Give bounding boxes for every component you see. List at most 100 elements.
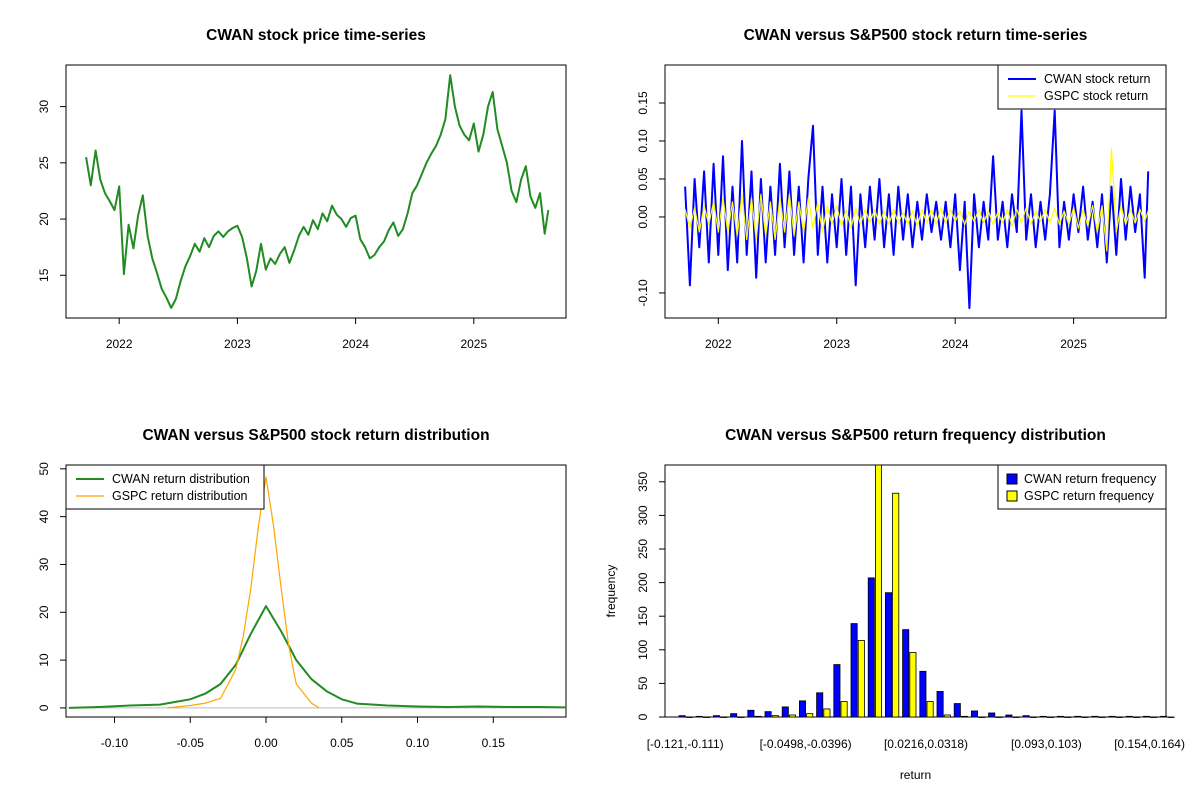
gspc-frequency-bar: [1064, 716, 1072, 718]
x-tick-label: 0.05: [330, 736, 354, 750]
cwan-frequency-bar: [799, 700, 807, 718]
x-axis: 2022 2023 2024 2025: [705, 318, 1087, 351]
x-tick-label: 2023: [823, 337, 850, 351]
y-tick-label: 0.15: [636, 91, 650, 115]
y-tick-label: 250: [636, 539, 650, 559]
cwan-frequency-bar: [902, 629, 910, 718]
x-tick-label: 2025: [1060, 337, 1087, 351]
gspc-frequency-bar: [926, 701, 934, 718]
y-axis: -0.10 0.00 0.05 0.10 0.15: [636, 91, 665, 307]
legend-label: GSPC stock return: [1044, 89, 1148, 103]
gspc-frequency-bar: [754, 715, 762, 718]
y-tick-label: 20: [37, 212, 51, 226]
legend-label: CWAN return frequency: [1024, 472, 1157, 486]
y-axis: 0 50 100 150 200 250 300 350: [636, 471, 665, 720]
cwan-frequency-bar: [816, 692, 824, 718]
legend: CWAN return distribution GSPC return dist…: [65, 464, 265, 510]
cwan-frequency-bar: [953, 703, 961, 718]
y-tick-label: 25: [37, 156, 51, 170]
gspc-frequency-bar: [943, 714, 951, 718]
x-category-label: [-0.0498,-0.0396): [760, 737, 852, 751]
y-tick-label: 30: [37, 100, 51, 114]
x-tick-label: 2024: [942, 337, 969, 351]
gspc-frequency-bar: [1029, 716, 1037, 718]
legend-label: GSPC return distribution: [112, 489, 248, 503]
x-tick-label: 2025: [460, 337, 487, 351]
y-tick-label: 0.00: [636, 205, 650, 229]
gspc-frequency-bar: [875, 464, 883, 718]
x-category-label: [0.093,0.103): [1011, 737, 1082, 751]
x-category-label: [0.0216,0.0318): [884, 737, 968, 751]
legend-swatch: [1006, 473, 1018, 485]
cwan-frequency-bar: [1160, 715, 1168, 718]
y-tick-label: 150: [636, 606, 650, 626]
x-tick-label: 2022: [705, 337, 732, 351]
cwan-frequency-bar: [1057, 715, 1065, 718]
y-tick-label: -0.10: [636, 279, 650, 307]
legend-label: CWAN return distribution: [112, 472, 250, 486]
return-distribution-panel: CWAN versus S&P500 stock return distribu…: [37, 427, 567, 750]
bars: [678, 464, 1175, 718]
y-tick-label: 300: [636, 505, 650, 525]
cwan-frequency-bar: [695, 715, 703, 718]
cwan-frequency-bar: [1091, 715, 1099, 718]
cwan-frequency-bar: [730, 713, 738, 718]
cwan-frequency-bar: [764, 711, 772, 718]
cwan-frequency-bar: [936, 691, 944, 718]
y-tick-label: 0.10: [636, 129, 650, 153]
y-tick-label: 0.05: [636, 167, 650, 191]
y-tick-label: 50: [37, 462, 51, 476]
gspc-frequency-bar: [892, 492, 900, 718]
plot-frame: [65, 64, 567, 319]
cwan-frequency-bar: [885, 592, 893, 718]
gspc-frequency-bar: [737, 716, 745, 718]
legend: CWAN return frequency GSPC return frequen…: [997, 464, 1167, 510]
x-axis: [-0.121,-0.111) [-0.0498,-0.0396) [0.0216,…: [647, 737, 1185, 751]
gspc-frequency-bar: [806, 713, 814, 718]
gspc-frequency-bar: [961, 715, 969, 718]
plot-frame: [664, 64, 1167, 319]
gspc-frequency-bar: [840, 701, 848, 718]
plot-frame: [65, 464, 567, 718]
y-tick-label: 50: [636, 676, 650, 690]
y-tick-label: 100: [636, 639, 650, 659]
x-tick-label: 0.00: [254, 736, 278, 750]
y-tick-label: 15: [37, 268, 51, 282]
gspc-density-line: [167, 476, 320, 709]
legend-label: GSPC return frequency: [1024, 489, 1155, 503]
gspc-frequency-bar: [823, 708, 831, 718]
y-axis-label: frequency: [604, 565, 618, 618]
y-tick-label: 200: [636, 572, 650, 592]
gspc-frequency-bar: [1167, 716, 1175, 718]
gspc-frequency-bar: [1047, 716, 1055, 718]
cwan-frequency-bar: [1005, 714, 1013, 718]
x-tick-label: 2022: [106, 337, 133, 351]
cwan-frequency-bar: [867, 577, 875, 718]
cwan-return-line: [684, 109, 1150, 310]
y-axis: 0 10 20 30 40 50: [37, 462, 66, 711]
cwan-density-line: [68, 605, 567, 709]
legend-box: [997, 64, 1167, 110]
chart-title: CWAN versus S&P500 stock return time-ser…: [744, 27, 1088, 44]
y-tick-label: 0: [37, 704, 51, 711]
cwan-frequency-bar: [833, 664, 841, 718]
cwan-frequency-bar: [678, 715, 686, 718]
gspc-frequency-bar: [1115, 716, 1123, 718]
x-axis: -0.10 -0.05 0.00 0.05 0.10 0.15: [101, 717, 505, 750]
y-tick-label: 10: [37, 653, 51, 667]
cwan-frequency-bar: [971, 710, 979, 718]
x-axis-label: return: [900, 768, 931, 782]
return-frequency-panel: CWAN versus S&P500 return frequency dist…: [604, 427, 1185, 782]
legend-swatch: [1006, 490, 1018, 502]
cwan-frequency-bar: [850, 623, 858, 718]
chart-title: CWAN stock price time-series: [206, 27, 426, 44]
x-tick-label: 2024: [342, 337, 369, 351]
legend-label: CWAN stock return: [1044, 72, 1151, 86]
x-tick-label: 0.15: [482, 736, 506, 750]
chart-title: CWAN versus S&P500 stock return distribu…: [142, 427, 489, 444]
gspc-frequency-bar: [1150, 716, 1158, 718]
y-tick-label: 350: [636, 471, 650, 491]
x-category-label: [-0.121,-0.111): [647, 737, 724, 751]
gspc-frequency-bar: [1012, 716, 1020, 718]
